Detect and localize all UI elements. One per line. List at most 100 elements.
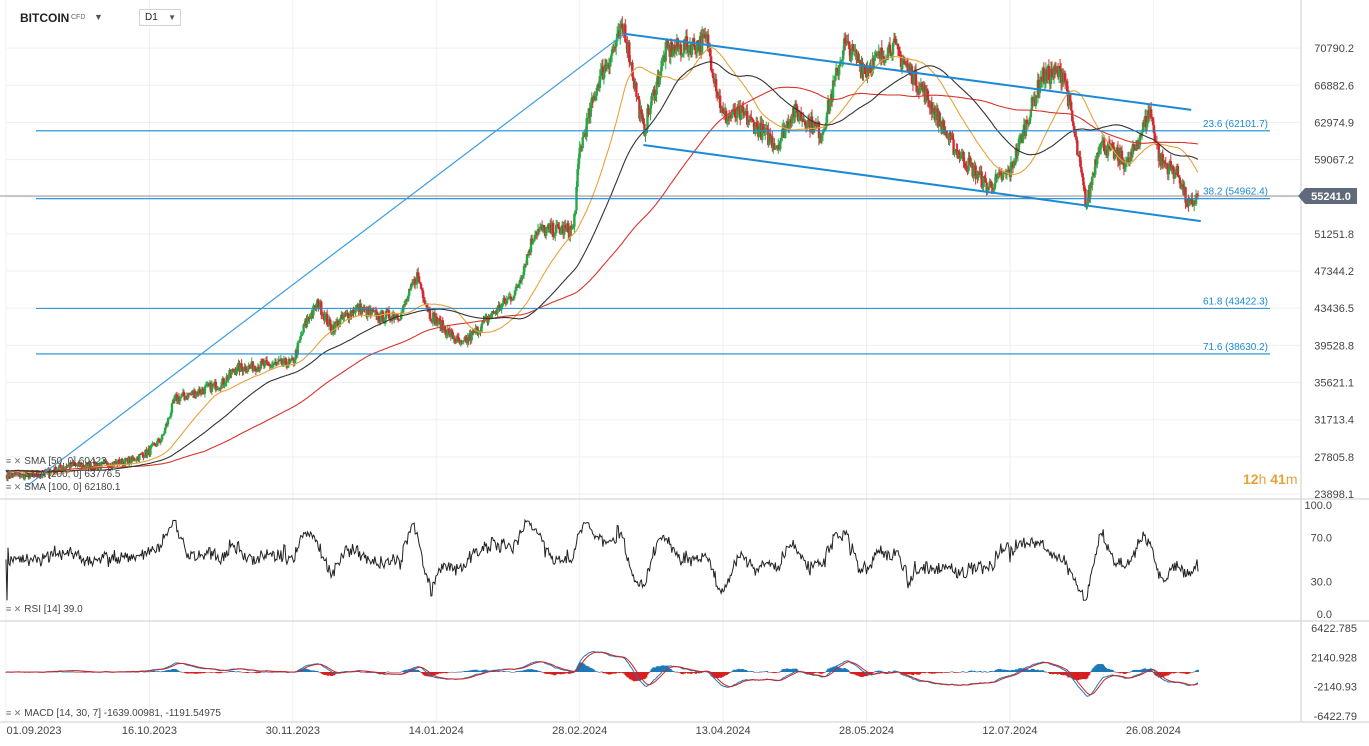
- candle[interactable]: [531, 239, 535, 245]
- candle[interactable]: [260, 358, 264, 366]
- candle[interactable]: [470, 330, 473, 344]
- candle[interactable]: [537, 228, 541, 235]
- candle[interactable]: [317, 298, 320, 312]
- candle[interactable]: [733, 102, 737, 123]
- candle[interactable]: [608, 58, 612, 75]
- candle[interactable]: [265, 355, 269, 366]
- candle[interactable]: [1080, 160, 1083, 175]
- candle[interactable]: [703, 27, 707, 43]
- candle[interactable]: [599, 63, 603, 82]
- candle[interactable]: [750, 110, 753, 123]
- legend-sma-50[interactable]: ≡ ✕ SMA [50, 0] 60423: [6, 456, 107, 467]
- candle[interactable]: [660, 57, 663, 78]
- candle[interactable]: [988, 178, 991, 191]
- candle[interactable]: [170, 402, 174, 416]
- candle[interactable]: [1176, 163, 1180, 177]
- candle[interactable]: [455, 334, 458, 344]
- candle[interactable]: [417, 272, 421, 284]
- candle[interactable]: [146, 450, 149, 459]
- candle[interactable]: [171, 398, 175, 404]
- candle[interactable]: [263, 360, 267, 369]
- candle[interactable]: [415, 268, 419, 289]
- candle[interactable]: [259, 358, 263, 370]
- candle[interactable]: [582, 131, 585, 139]
- candle[interactable]: [1128, 156, 1132, 167]
- candle[interactable]: [806, 115, 810, 128]
- candle[interactable]: [553, 231, 557, 242]
- candle[interactable]: [837, 64, 841, 81]
- candle[interactable]: [677, 46, 681, 56]
- candle[interactable]: [525, 253, 529, 266]
- candle[interactable]: [1144, 109, 1148, 134]
- candle[interactable]: [1167, 166, 1171, 181]
- candle[interactable]: [654, 94, 657, 102]
- candle[interactable]: [573, 212, 576, 233]
- candle[interactable]: [709, 49, 713, 72]
- candle[interactable]: [10, 471, 14, 478]
- candle[interactable]: [164, 422, 168, 430]
- candle[interactable]: [423, 297, 427, 306]
- candle[interactable]: [1053, 61, 1057, 79]
- candle[interactable]: [610, 46, 614, 63]
- candle[interactable]: [301, 332, 304, 337]
- candle[interactable]: [844, 32, 847, 51]
- candle[interactable]: [480, 323, 483, 333]
- candle[interactable]: [407, 288, 411, 299]
- candle[interactable]: [1102, 134, 1106, 153]
- candle[interactable]: [740, 106, 743, 120]
- candle[interactable]: [507, 292, 511, 300]
- candle[interactable]: [203, 384, 207, 398]
- candle[interactable]: [381, 309, 385, 324]
- candle[interactable]: [781, 123, 784, 142]
- candle[interactable]: [538, 222, 542, 233]
- candle[interactable]: [328, 317, 332, 326]
- candle[interactable]: [1076, 136, 1079, 157]
- candle[interactable]: [692, 33, 696, 47]
- candle[interactable]: [604, 58, 608, 72]
- candle[interactable]: [257, 364, 261, 373]
- candle[interactable]: [951, 130, 954, 140]
- candle[interactable]: [1099, 142, 1103, 155]
- candle[interactable]: [766, 124, 769, 130]
- candle[interactable]: [585, 112, 588, 142]
- candle[interactable]: [681, 52, 685, 57]
- candle[interactable]: [891, 41, 895, 61]
- candle[interactable]: [1034, 94, 1038, 110]
- candle[interactable]: [413, 276, 417, 290]
- candle[interactable]: [1037, 74, 1041, 99]
- candle[interactable]: [893, 33, 897, 43]
- candle[interactable]: [828, 99, 832, 114]
- candle[interactable]: [845, 34, 848, 47]
- candle[interactable]: [74, 462, 77, 468]
- candle[interactable]: [1096, 152, 1099, 169]
- candle[interactable]: [915, 80, 919, 97]
- candle[interactable]: [409, 282, 413, 292]
- rsi-line[interactable]: [5, 518, 1199, 601]
- candle[interactable]: [545, 226, 549, 234]
- candle[interactable]: [158, 438, 161, 443]
- candle[interactable]: [275, 362, 279, 367]
- candle[interactable]: [716, 91, 720, 100]
- candle[interactable]: [679, 41, 683, 62]
- candle[interactable]: [178, 396, 182, 405]
- candle[interactable]: [173, 394, 177, 404]
- candle[interactable]: [20, 472, 24, 479]
- candle[interactable]: [325, 309, 329, 327]
- candle[interactable]: [704, 31, 708, 45]
- candle[interactable]: [615, 26, 619, 46]
- candle[interactable]: [674, 48, 678, 55]
- candle[interactable]: [1009, 156, 1013, 182]
- candle[interactable]: [888, 37, 892, 56]
- candle[interactable]: [431, 310, 435, 327]
- candle[interactable]: [980, 165, 983, 189]
- legend-sma-200[interactable]: ≡ ✕ SMA [200, 0] 63776.5: [6, 469, 121, 480]
- candle[interactable]: [166, 417, 170, 428]
- candle[interactable]: [997, 169, 1001, 180]
- candle[interactable]: [512, 295, 516, 302]
- settings-icon[interactable]: ≡ ✕: [6, 469, 22, 479]
- candle[interactable]: [1021, 129, 1025, 144]
- legend-sma-100[interactable]: ≡ ✕ SMA [100, 0] 62180.1: [6, 482, 121, 493]
- candle[interactable]: [258, 368, 262, 373]
- candle[interactable]: [987, 186, 990, 190]
